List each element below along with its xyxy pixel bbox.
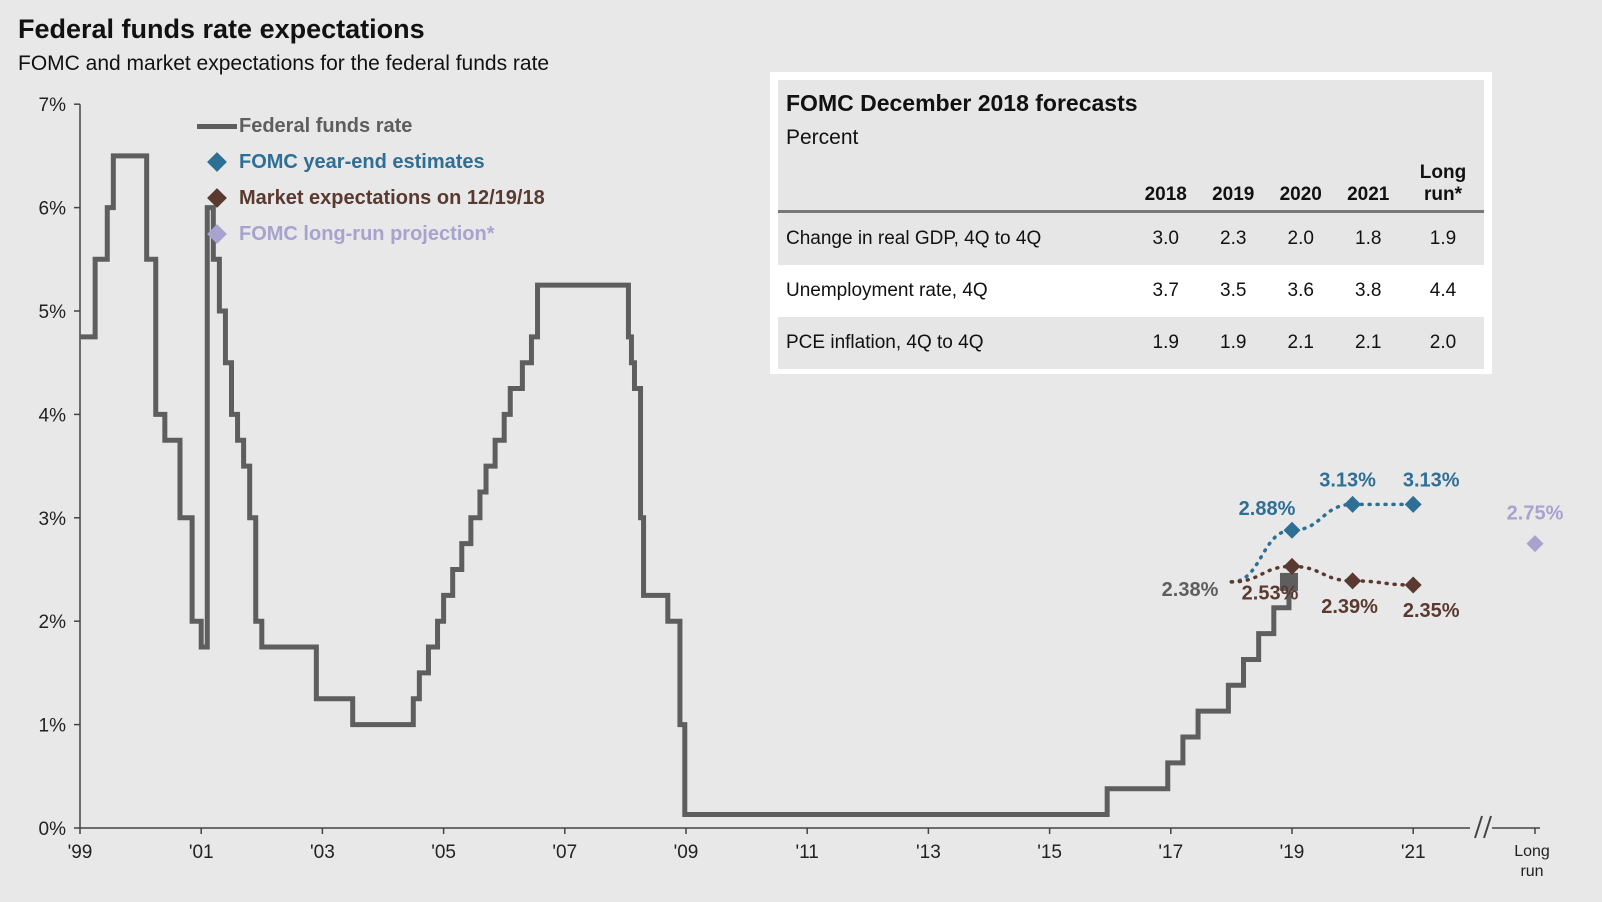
table-cell: 3.0 <box>1132 211 1200 265</box>
legend-label: Federal funds rate <box>239 114 413 137</box>
longrun-data-label: 2.75% <box>1507 503 1564 525</box>
fomc-data-label: 2.88% <box>1239 498 1296 520</box>
y-tick-label: 4% <box>39 405 67 426</box>
forecast-subtitle: Percent <box>786 126 859 149</box>
legend-item-fed-funds: Federal funds rate <box>195 108 545 144</box>
x-tick-label: '99 <box>68 842 93 863</box>
market-diamond-marker <box>1404 576 1422 594</box>
x-tick-label: '09 <box>674 842 699 863</box>
fed-funds-line <box>80 153 1292 818</box>
chart-legend: Federal funds rate FOMC year-end estimat… <box>195 108 545 252</box>
chart-title: Federal funds rate expectations <box>18 14 425 44</box>
legend-item-market: Market expectations on 12/19/18 <box>195 180 545 216</box>
market-data-label: 2.53% <box>1242 582 1299 604</box>
legend-label: FOMC year-end estimates <box>239 150 485 173</box>
fomc-diamond-marker <box>1344 495 1362 513</box>
diamond-icon <box>207 152 227 172</box>
table-header: Long run* <box>1402 158 1484 213</box>
chart-subtitle: FOMC and market expectations for the fed… <box>18 52 550 75</box>
table-cell: 2.3 <box>1199 211 1267 265</box>
table-cell: 1.9 <box>1199 317 1267 369</box>
table-cell: 3.6 <box>1267 265 1335 317</box>
longrun-diamond-marker <box>1526 535 1544 553</box>
row-label: Unemployment rate, 4Q <box>778 265 1132 317</box>
axis-break-icon <box>1483 815 1492 839</box>
x-tick-label: '07 <box>552 842 577 863</box>
diamond-icon <box>207 224 227 244</box>
table-header: 2020 <box>1267 158 1335 213</box>
legend-label: Market expectations on 12/19/18 <box>239 186 545 209</box>
legend-item-longrun: FOMC long-run projection* <box>195 216 545 252</box>
table-header <box>778 158 1132 213</box>
x-tick-label: '01 <box>189 842 214 863</box>
diamond-icon <box>207 188 227 208</box>
table-header: 2019 <box>1199 158 1267 213</box>
table-cell: 2.0 <box>1267 211 1335 265</box>
x-tick-label: '03 <box>310 842 335 863</box>
table-cell: 4.4 <box>1402 265 1484 317</box>
table-cell: 1.9 <box>1402 211 1484 265</box>
x-tick-label: '11 <box>796 842 819 863</box>
x-tick-label: '15 <box>1037 842 1062 863</box>
table-cell: 3.5 <box>1199 265 1267 317</box>
fed-funds-end-marker <box>1279 572 1298 591</box>
row-label: Change in real GDP, 4Q to 4Q <box>778 211 1132 265</box>
table-row: Unemployment rate, 4Q 3.7 3.5 3.6 3.8 4.… <box>778 265 1484 317</box>
table-cell: 1.9 <box>1132 317 1200 369</box>
row-label: PCE inflation, 4Q to 4Q <box>778 317 1132 369</box>
forecast-title: FOMC December 2018 forecasts <box>786 90 1138 116</box>
table-cell: 2.1 <box>1267 317 1335 369</box>
table-cell: 2.1 <box>1334 317 1402 369</box>
y-tick-label: 6% <box>39 199 67 220</box>
market-data-label: 2.35% <box>1403 600 1460 622</box>
x-tick-label: Long <box>1514 843 1550 860</box>
table-cell: 2.0 <box>1402 317 1484 369</box>
market-diamond-marker <box>1344 572 1362 590</box>
market-dotted-line <box>1229 564 1415 587</box>
x-tick-label: '05 <box>431 842 456 863</box>
fomc-data-label: 3.13% <box>1403 469 1460 491</box>
table-cell: 3.8 <box>1334 265 1402 317</box>
fomc-diamond-marker <box>1404 495 1422 513</box>
fomc-dotted-line <box>1229 502 1415 584</box>
forecast-panel: FOMC December 2018 forecasts Percent 201… <box>770 72 1492 374</box>
table-row: PCE inflation, 4Q to 4Q 1.9 1.9 2.1 2.1 … <box>778 317 1484 369</box>
fomc-diamond-marker <box>1283 521 1301 539</box>
y-tick-label: 7% <box>39 95 67 116</box>
y-tick-label: 0% <box>39 819 67 840</box>
y-tick-label: 2% <box>39 612 67 633</box>
y-tick-label: 5% <box>39 302 67 323</box>
x-tick-label: '19 <box>1280 842 1305 863</box>
market-diamond-marker <box>1283 557 1301 575</box>
fed-funds-end-label: 2.38% <box>1162 579 1219 601</box>
market-data-label: 2.39% <box>1321 596 1378 618</box>
table-header: 2021 <box>1334 158 1402 213</box>
y-tick-label: 1% <box>39 716 67 737</box>
axis-break-icon <box>1474 815 1483 839</box>
table-cell: 3.7 <box>1132 265 1200 317</box>
legend-label: FOMC long-run projection* <box>239 222 495 245</box>
x-tick-label: run <box>1520 863 1543 880</box>
fomc-data-label: 3.13% <box>1319 469 1376 491</box>
x-tick-label: '13 <box>916 842 941 863</box>
forecast-table: 2018 2019 2020 2021 Long run* Change in r… <box>778 158 1484 369</box>
x-tick-label: '21 <box>1401 842 1426 863</box>
legend-item-fomc: FOMC year-end estimates <box>195 144 545 180</box>
table-row: Change in real GDP, 4Q to 4Q 3.0 2.3 2.0… <box>778 211 1484 265</box>
y-tick-label: 3% <box>39 509 67 530</box>
x-tick-label: '17 <box>1158 842 1183 863</box>
table-cell: 1.8 <box>1334 211 1402 265</box>
legend-line-icon <box>197 123 237 129</box>
table-header: 2018 <box>1132 158 1200 213</box>
